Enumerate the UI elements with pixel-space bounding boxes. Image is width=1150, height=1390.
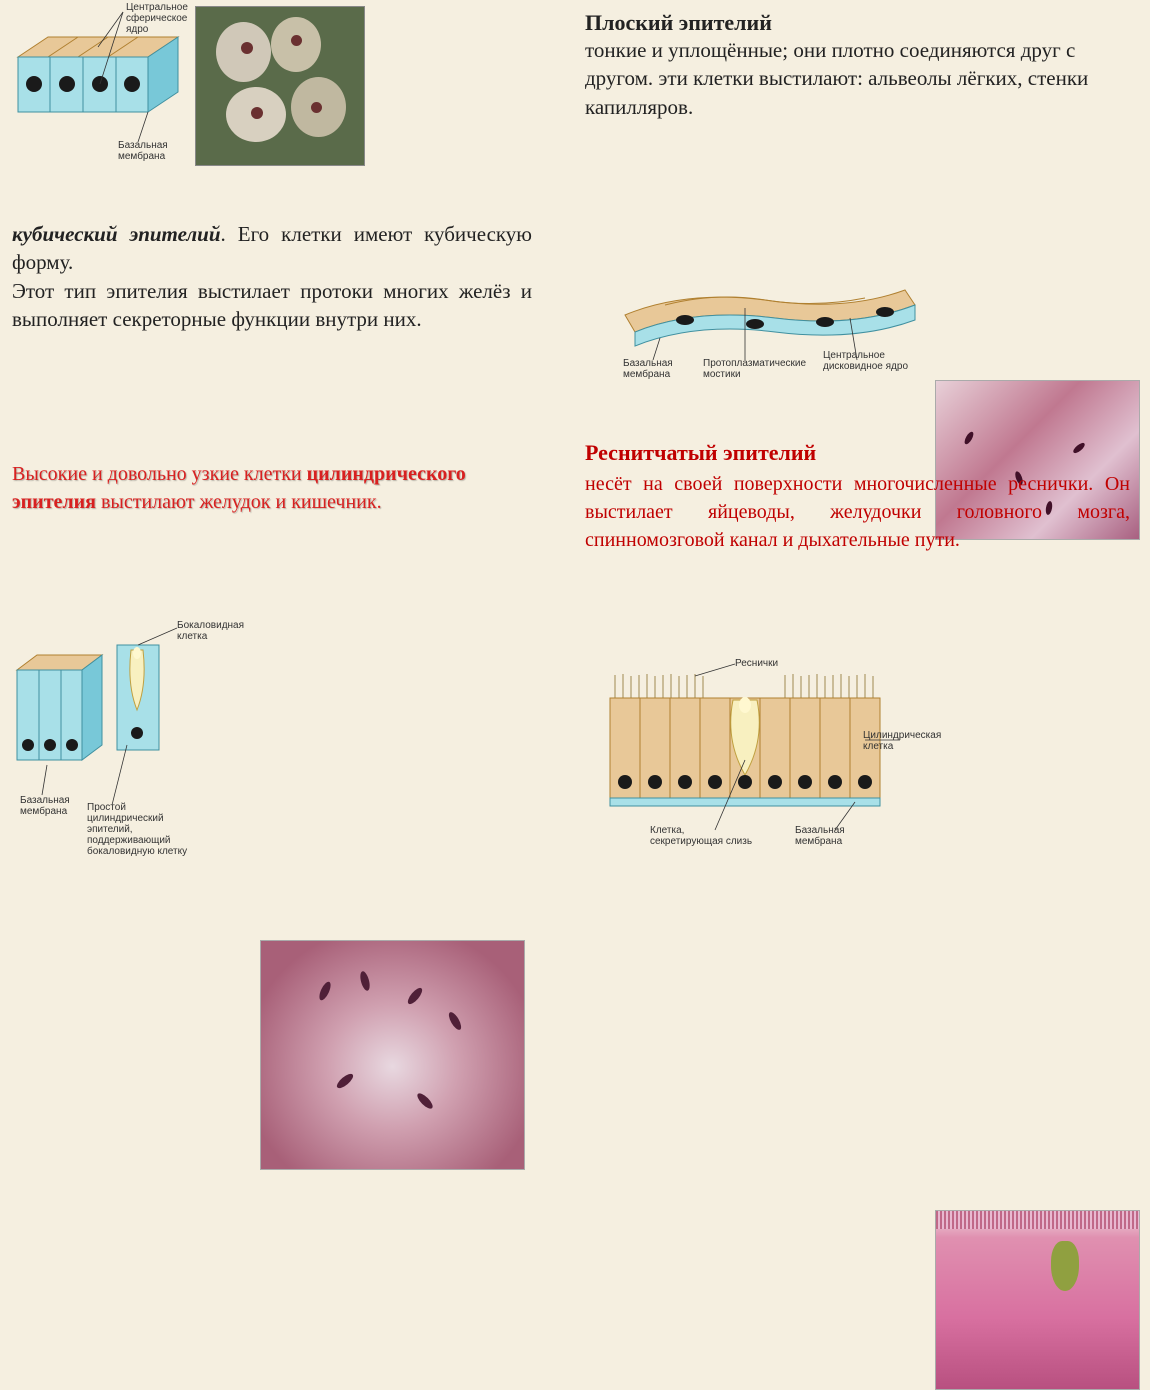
label-bridges: Протоплазматические мостики: [703, 358, 813, 380]
label-cilia: Реснички: [735, 658, 795, 669]
columnar-pre: Высокие и довольно узкие клетки: [12, 463, 307, 485]
label-membrane3: Базальная мембрана: [20, 795, 80, 817]
squamous-diagram: Базальная мембрана Протоплазматические м…: [605, 220, 925, 380]
cuboidal-body2: Этот тип эпителия выстилает протоки мног…: [12, 279, 532, 331]
cuboidal-text: кубический эпителий. Его клетки имеют ку…: [12, 220, 532, 333]
label-goblet: Бокаловидная клетка: [177, 620, 247, 642]
ciliated-photo: [935, 1210, 1140, 1390]
label-nucleus: Центральное сферическое ядро: [126, 2, 188, 35]
flat-title: Плоский эпителий: [585, 10, 1125, 36]
columnar-diagram: Бокаловидная клетка Базальная мембрана П…: [12, 610, 252, 850]
ciliated-title: Реснитчатый эпителий: [585, 440, 1130, 466]
flat-body: тонкие и уплощённые; они плотно соединяю…: [585, 36, 1125, 121]
columnar-photo: [260, 940, 525, 1170]
columnar-post: выстилают желудок и кишечник.: [96, 491, 382, 513]
ciliated-diagram: Реснички Цилиндрическая клетка Клетка, с…: [585, 660, 925, 855]
ciliated-body: несёт на своей поверхности многочисленны…: [585, 470, 1130, 554]
label-secreting: Клетка, секретирующая слизь: [650, 825, 760, 847]
label-membrane: Базальная мембрана: [118, 140, 178, 162]
label-columnar: Простой цилиндрический эпителий, поддерж…: [87, 802, 197, 857]
label-membrane4: Базальная мембрана: [795, 825, 865, 847]
label-discnucleus: Центральное дисковидное ядро: [823, 350, 913, 372]
label-membrane2: Базальная мембрана: [623, 358, 683, 380]
flat-epithelium-photo: [195, 6, 365, 166]
label-colcell: Цилиндрическая клетка: [863, 730, 943, 752]
cuboidal-diagram-top: Центральное сферическое ядро Базальная м…: [8, 2, 188, 172]
columnar-text: Высокие и довольно узкие клетки цилиндри…: [12, 460, 532, 516]
cuboidal-title: кубический эпителий: [12, 222, 221, 246]
flat-epithelium-text: Плоский эпителий тонкие и уплощённые; он…: [585, 10, 1125, 121]
